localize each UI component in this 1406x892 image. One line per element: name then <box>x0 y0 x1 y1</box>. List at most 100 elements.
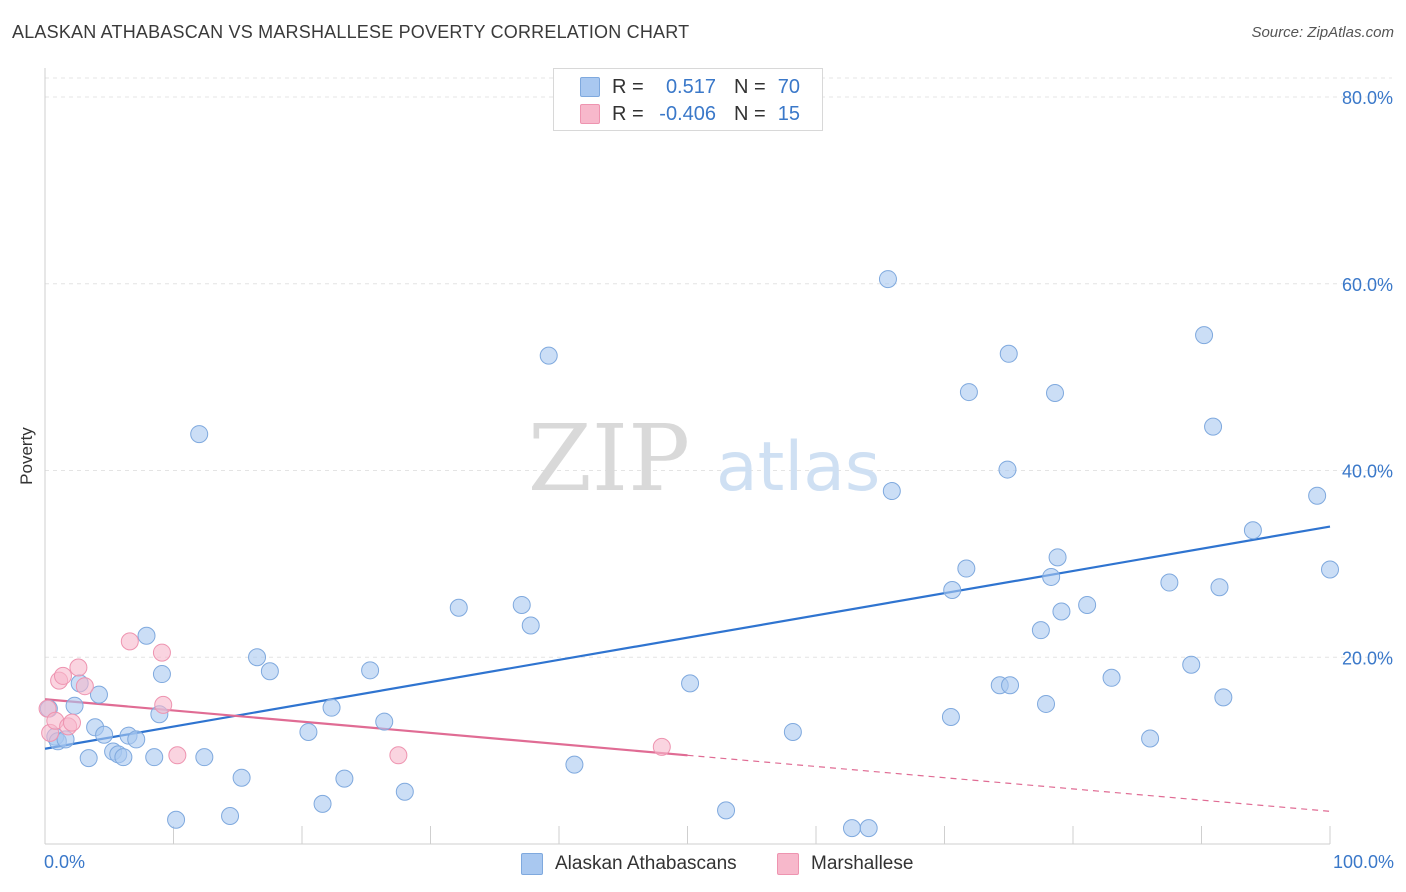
point-alaskan-athabascans <box>882 482 901 501</box>
legend-n-label: N = <box>734 102 766 125</box>
y-tick-labels: 20.0% 40.0% 60.0% 80.0% <box>1342 88 1393 668</box>
point-alaskan-athabascans <box>299 722 318 741</box>
trend-lines <box>44 525 1331 812</box>
point-alaskan-athabascans <box>79 749 98 768</box>
point-alaskan-athabascans <box>195 748 214 767</box>
point-marshallese <box>120 632 139 651</box>
point-alaskan-athabascans <box>1195 326 1214 345</box>
point-alaskan-athabascans <box>1046 383 1065 402</box>
legend-r-value: -0.406 <box>659 102 716 125</box>
bottom-legend-swatch-blue <box>521 853 543 875</box>
grid <box>45 77 1392 658</box>
point-marshallese <box>652 737 671 756</box>
point-marshallese <box>154 695 173 714</box>
point-alaskan-athabascans <box>842 819 861 838</box>
point-alaskan-athabascans <box>375 712 394 731</box>
point-alaskan-athabascans <box>260 662 279 681</box>
point-alaskan-athabascans <box>521 616 540 635</box>
chart-title: ALASKAN ATHABASCAN VS MARSHALLESE POVERT… <box>12 22 690 42</box>
point-alaskan-athabascans <box>999 344 1018 363</box>
point-alaskan-athabascans <box>783 722 802 741</box>
watermark-zip: ZIP <box>528 405 690 512</box>
point-alaskan-athabascans <box>190 425 209 444</box>
point-alaskan-athabascans <box>89 685 108 704</box>
point-alaskan-athabascans <box>232 768 251 787</box>
trend-line-marshallese-extension <box>687 754 1331 812</box>
point-alaskan-athabascans <box>512 595 531 614</box>
watermark: ZIP atlas <box>528 405 881 512</box>
legend-n-value: 15 <box>777 102 800 125</box>
series-alaskan-athabascans <box>39 270 1339 838</box>
point-alaskan-athabascans <box>1204 417 1223 436</box>
point-alaskan-athabascans <box>941 708 960 727</box>
bottom-legend-marshallese: Marshallese <box>777 852 913 876</box>
point-alaskan-athabascans <box>167 810 186 829</box>
point-alaskan-athabascans <box>998 460 1017 479</box>
point-alaskan-athabascans <box>959 383 978 402</box>
trend-line-alaskan-athabascans <box>44 525 1331 750</box>
legend-swatch-pink <box>580 104 600 124</box>
point-marshallese <box>62 713 81 732</box>
point-alaskan-athabascans <box>1243 521 1262 540</box>
trend-line-marshallese <box>44 698 688 757</box>
point-alaskan-athabascans <box>943 581 962 600</box>
point-alaskan-athabascans <box>95 725 114 744</box>
point-alaskan-athabascans <box>1160 573 1179 592</box>
y-axis-label: Poverty <box>17 427 36 485</box>
point-alaskan-athabascans <box>145 748 164 767</box>
point-marshallese <box>152 643 171 662</box>
point-alaskan-athabascans <box>1210 578 1229 597</box>
point-alaskan-athabascans <box>1052 602 1071 621</box>
point-alaskan-athabascans <box>1042 567 1061 586</box>
point-alaskan-athabascans <box>322 698 341 717</box>
point-marshallese <box>53 666 72 685</box>
legend-r-label: R = <box>612 102 644 125</box>
point-alaskan-athabascans <box>248 648 267 667</box>
point-alaskan-athabascans <box>1048 548 1067 567</box>
x-tick-label-max: 100.0% <box>1332 852 1394 872</box>
legend-n-label: N = <box>734 75 766 98</box>
point-alaskan-athabascans <box>221 806 240 825</box>
correlation-legend: R = 0.517 N = 70 R = -0.406 N = 15 <box>553 68 823 131</box>
point-alaskan-athabascans <box>717 801 736 820</box>
legend-swatch-blue <box>580 77 600 97</box>
point-alaskan-athabascans <box>361 661 380 680</box>
point-alaskan-athabascans <box>1001 676 1020 695</box>
point-alaskan-athabascans <box>395 782 414 801</box>
y-tick-label: 20.0% <box>1342 648 1393 668</box>
point-marshallese <box>168 746 187 765</box>
point-alaskan-athabascans <box>114 748 133 767</box>
legend-n-value: 70 <box>777 75 800 98</box>
y-tick-label: 80.0% <box>1342 88 1393 108</box>
point-alaskan-athabascans <box>859 819 878 838</box>
point-alaskan-athabascans <box>335 769 354 788</box>
source-label: Source: ZipAtlas.com <box>1251 24 1394 41</box>
bottom-legend-swatch-pink <box>777 853 799 875</box>
point-alaskan-athabascans <box>449 598 468 617</box>
point-alaskan-athabascans <box>1037 694 1056 713</box>
point-alaskan-athabascans <box>1214 688 1233 707</box>
point-alaskan-athabascans <box>152 665 171 684</box>
point-alaskan-athabascans <box>681 674 700 693</box>
point-alaskan-athabascans <box>957 559 976 578</box>
bottom-legend-label: Alaskan Athabascans <box>555 853 737 874</box>
point-alaskan-athabascans <box>313 794 332 813</box>
point-marshallese <box>69 658 88 677</box>
point-alaskan-athabascans <box>1102 668 1121 687</box>
point-alaskan-athabascans <box>1141 729 1160 748</box>
point-alaskan-athabascans <box>1182 655 1201 674</box>
point-marshallese <box>75 677 94 696</box>
y-tick-label: 40.0% <box>1342 462 1393 482</box>
y-tick-label: 60.0% <box>1342 275 1393 295</box>
point-alaskan-athabascans <box>65 696 84 715</box>
series-marshallese <box>38 632 671 765</box>
point-alaskan-athabascans <box>127 730 146 749</box>
legend-r-label: R = <box>612 75 644 98</box>
point-alaskan-athabascans <box>539 346 558 365</box>
watermark-atlas: atlas <box>716 428 880 507</box>
point-alaskan-athabascans <box>1308 486 1327 505</box>
bottom-legend-alaskan-athabascans: Alaskan Athabascans <box>521 852 737 876</box>
point-alaskan-athabascans <box>565 755 584 774</box>
point-alaskan-athabascans <box>137 626 156 645</box>
